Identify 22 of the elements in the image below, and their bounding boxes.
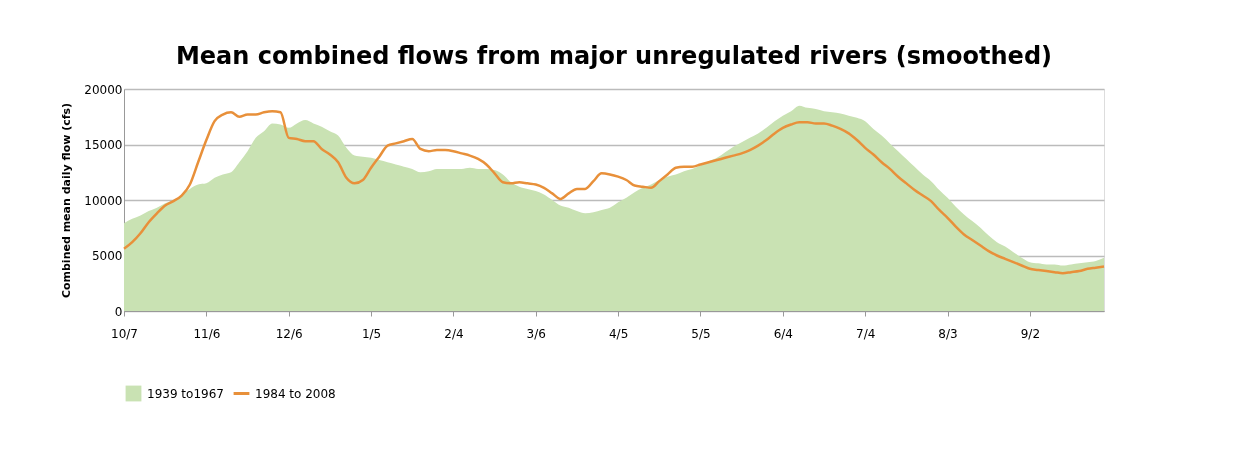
legend-label: 1984 to 2008 (255, 386, 336, 401)
x-tick-label: 3/6 (526, 326, 546, 341)
y-tick-label: 15000 (84, 138, 123, 152)
x-tick-label: 1/5 (361, 326, 382, 341)
x-tick-label: 4/5 (608, 326, 629, 341)
y-tick-label: 10000 (84, 193, 123, 208)
x-tick-label: 6/4 (773, 326, 793, 341)
line-series (122, 109, 1106, 275)
y-tick-label: 20000 (84, 82, 123, 97)
x-tick-label: 8/3 (938, 326, 958, 341)
x-tick-label: 10/7 (111, 326, 138, 341)
legend-label: 1939 to1967 (147, 386, 224, 401)
x-tick-label: 12/6 (275, 326, 303, 341)
x-tick-label: 5/5 (691, 326, 711, 341)
y-tick-label: 0 (114, 304, 123, 319)
x-tick-label: 7/4 (856, 326, 876, 341)
chart-title: Mean combined flows from major unregulated rivers (smoothed) (175, 42, 1053, 70)
x-tick-label: 11/6 (193, 326, 221, 341)
x-tick-label: 2/4 (444, 326, 464, 341)
y-axis-title: Combined mean daily flow (cfs) (60, 102, 74, 299)
x-tick-label: 9/2 (1020, 326, 1041, 341)
y-tick-label: 5000 (91, 249, 123, 263)
